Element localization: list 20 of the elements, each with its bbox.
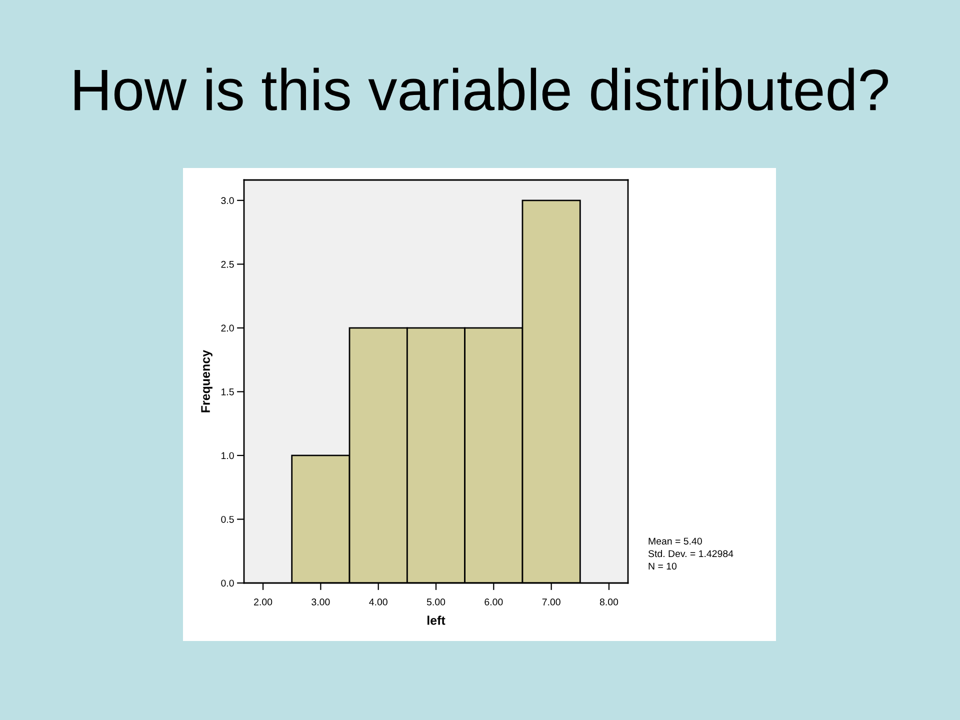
text: Mean = 5.40 (648, 538, 702, 545)
y-tick-label: 1.5 (222, 388, 234, 396)
text: N = 10 (648, 562, 677, 570)
x-tick-label: 6.00 (484, 598, 503, 606)
y-axis-title: Frequency (201, 350, 212, 412)
x-tick-label: 4.00 (369, 598, 388, 606)
x-tick-label: 5.00 (426, 598, 446, 606)
y-tick-label: 2.0 (221, 324, 234, 332)
x-tick-label: 8.00 (600, 598, 618, 606)
y-tick-label: 0.5 (221, 516, 234, 523)
x-tick-label: 2.00 (254, 598, 272, 606)
y-tick-label: 1.0 (222, 452, 234, 460)
text: Std. Dev. = 1.42984 (648, 550, 734, 558)
y-tick-label: 3.0 (221, 197, 234, 204)
chart-title: How is this variable distributed? (74, 68, 888, 111)
y-tick-label: 0.0 (221, 580, 234, 587)
x-axis-title: left (428, 616, 446, 625)
x-tick-label: 3.00 (312, 598, 330, 606)
y-tick-label: 2.5 (221, 260, 234, 268)
x-tick-label: 7.00 (542, 598, 560, 606)
